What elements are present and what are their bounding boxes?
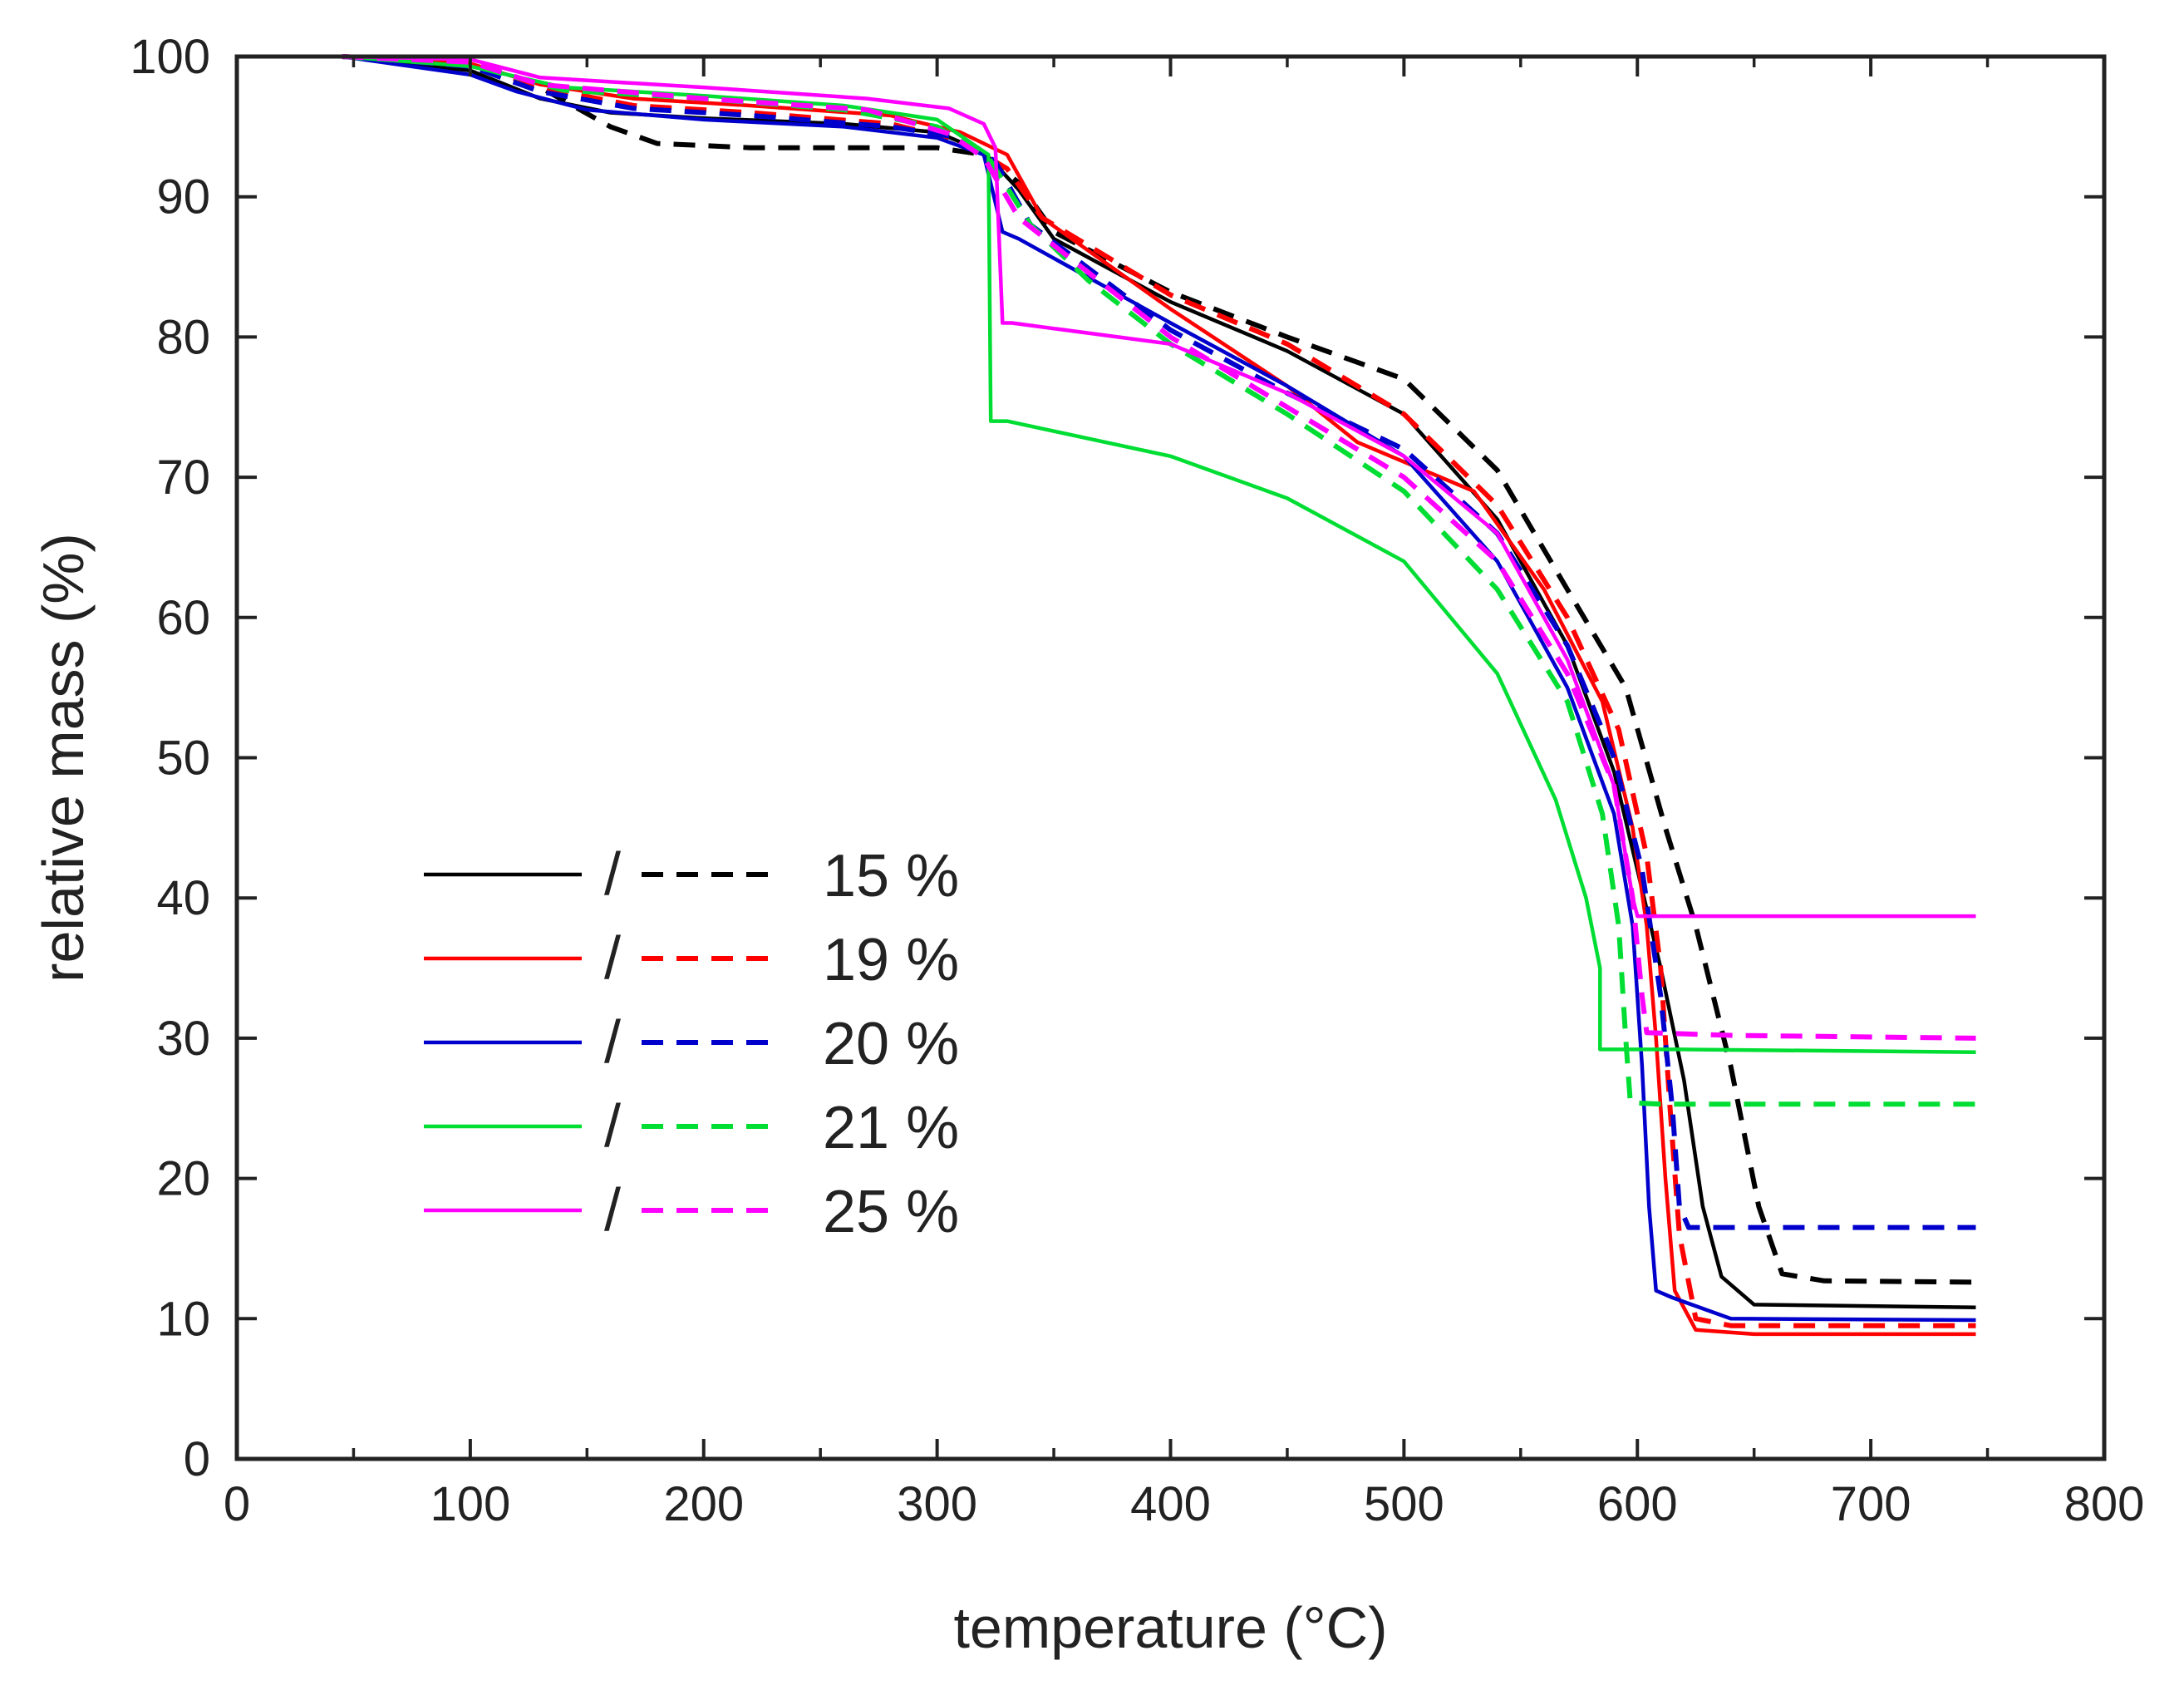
x-tick-label: 700 bbox=[1831, 1477, 1911, 1531]
y-axis-title: relative mass (%) bbox=[31, 533, 96, 983]
series-layer bbox=[342, 54, 1976, 1337]
x-tick-label: 0 bbox=[224, 1477, 250, 1531]
legend-separator: / bbox=[604, 1093, 621, 1160]
x-tick-label: 500 bbox=[1364, 1477, 1444, 1531]
series-line-8 bbox=[342, 54, 1976, 1107]
legend-separator: / bbox=[604, 1177, 621, 1244]
x-tick-label: 400 bbox=[1130, 1477, 1211, 1531]
legend-separator: / bbox=[604, 841, 621, 908]
y-tick-label: 100 bbox=[130, 30, 210, 84]
legend-separator: / bbox=[604, 925, 621, 992]
legend-separator: / bbox=[604, 1009, 621, 1076]
legend-label: 25 % bbox=[823, 1179, 959, 1245]
legend-label: 21 % bbox=[823, 1095, 959, 1161]
plot-frame bbox=[234, 54, 2107, 1461]
legend-label: 20 % bbox=[823, 1011, 959, 1077]
series-line-3 bbox=[342, 54, 1976, 1337]
y-tick-label: 10 bbox=[156, 1292, 210, 1346]
y-tick-label: 90 bbox=[156, 170, 210, 224]
x-tick-label: 200 bbox=[663, 1477, 744, 1531]
y-tick-label: 20 bbox=[156, 1152, 210, 1206]
y-tick-label: 80 bbox=[156, 310, 210, 364]
y-tick-label: 70 bbox=[156, 451, 210, 505]
y-tick-label: 0 bbox=[184, 1432, 210, 1486]
series-line-1 bbox=[342, 54, 1976, 1310]
x-tick-label: 600 bbox=[1597, 1477, 1678, 1531]
plot-frame-border bbox=[234, 54, 2107, 1461]
series-line-5 bbox=[342, 54, 1976, 1323]
series-line-2 bbox=[342, 54, 1976, 1285]
series-line-9 bbox=[342, 54, 1976, 919]
x-tick-label: 800 bbox=[2064, 1477, 2145, 1531]
y-tick-label: 30 bbox=[156, 1012, 210, 1066]
legend-label: 15 % bbox=[823, 843, 959, 909]
series-line-6 bbox=[342, 54, 1976, 1230]
x-tick-label: 300 bbox=[897, 1477, 977, 1531]
series-line-7 bbox=[342, 54, 1976, 1055]
x-tick-label: 100 bbox=[430, 1477, 510, 1531]
legend: / 15 % / 19 % / 20 % / 21 % / 25 % bbox=[424, 841, 959, 1245]
legend-label: 19 % bbox=[823, 927, 959, 993]
tick-labels: 0 100 200 300 400 500 600 700 800 0 10 20 30 40 50 60 70… bbox=[130, 30, 2144, 1531]
y-tick-label: 60 bbox=[156, 591, 210, 645]
y-tick-label: 50 bbox=[156, 732, 210, 786]
series-line-10 bbox=[342, 54, 1976, 1041]
y-tick-label: 40 bbox=[156, 871, 210, 925]
series-line-4 bbox=[342, 54, 1976, 1328]
x-axis-title: temperature (°C) bbox=[953, 1595, 1387, 1660]
